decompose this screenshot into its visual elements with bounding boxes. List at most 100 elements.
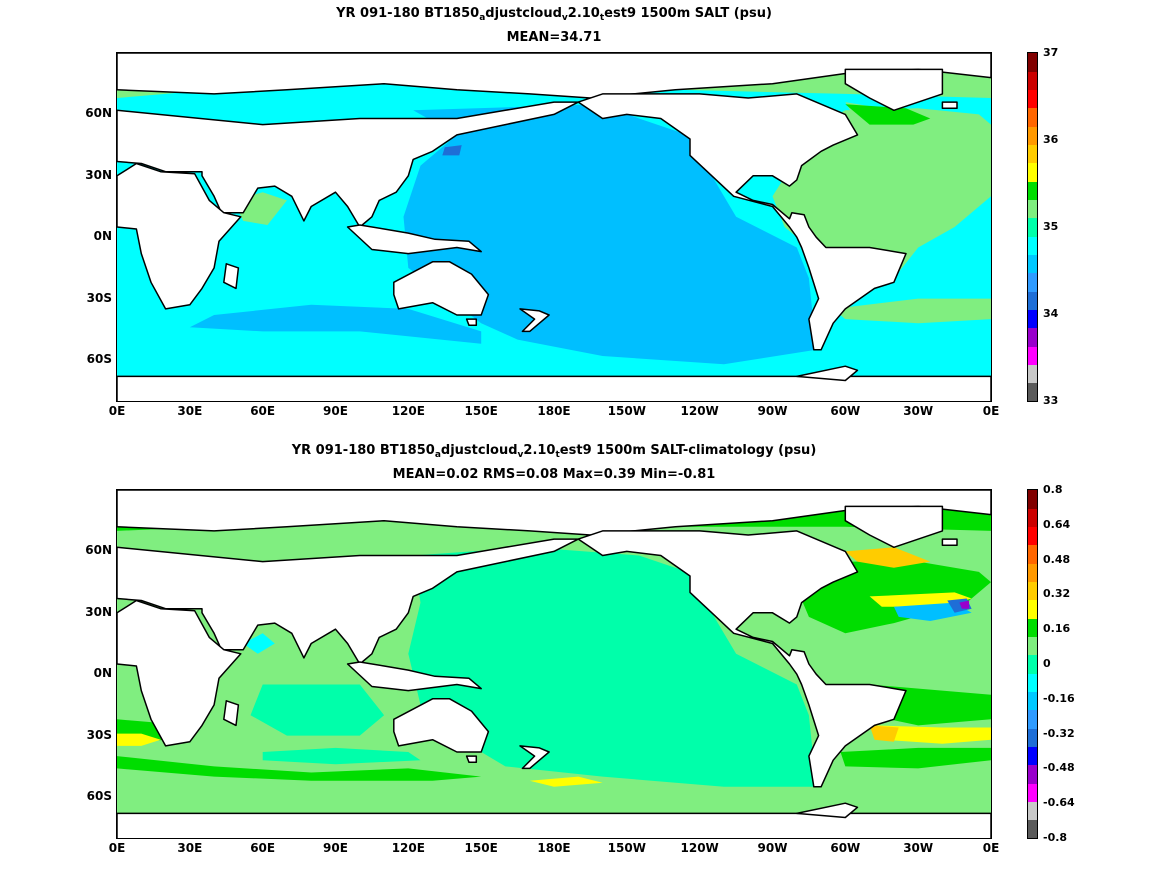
colorbar-label: -0.64 bbox=[1043, 796, 1075, 810]
bottom-title: YR 091-180 BT1850adjustcloudv2.10test9 1… bbox=[291, 443, 817, 460]
x-tick-label: 180E bbox=[537, 841, 571, 855]
x-tick-label: 120E bbox=[391, 841, 425, 855]
colorbar-segment bbox=[1028, 526, 1037, 546]
x-tick-label: 120E bbox=[391, 404, 425, 418]
y-tick-label: 30N bbox=[85, 167, 112, 182]
land-mass bbox=[346, 224, 482, 255]
bottom-map-svg bbox=[117, 490, 991, 838]
colorbar-segment bbox=[1028, 217, 1037, 237]
y-tick-label: 60N bbox=[85, 543, 112, 558]
salinity-region bbox=[874, 725, 991, 744]
colorbar-label: -0.16 bbox=[1043, 691, 1075, 705]
colorbar-label: 37 bbox=[1043, 46, 1059, 59]
land-mass bbox=[346, 661, 482, 692]
colorbar-label: 0.32 bbox=[1043, 587, 1071, 601]
x-tick-label: 0E bbox=[982, 841, 1000, 855]
colorbar-segment bbox=[1028, 126, 1037, 146]
x-tick-label: 150W bbox=[607, 841, 646, 855]
colorbar-segment bbox=[1028, 544, 1037, 564]
colorbar-segment bbox=[1028, 53, 1037, 72]
colorbar-segment bbox=[1028, 490, 1037, 509]
land-mass bbox=[577, 93, 907, 351]
land-mass bbox=[117, 599, 242, 747]
colorbar-segment bbox=[1028, 801, 1037, 821]
x-tick-label: 60W bbox=[830, 404, 861, 418]
colorbar-segment bbox=[1028, 382, 1037, 402]
top-map-panel bbox=[116, 52, 992, 402]
salinity-region bbox=[869, 592, 972, 607]
x-tick-label: 60W bbox=[830, 841, 861, 855]
top-title: YR 091-180 BT1850adjustcloudv2.10test9 1… bbox=[336, 6, 772, 23]
land-mass bbox=[941, 538, 958, 547]
top-map-svg bbox=[117, 53, 991, 401]
x-tick-label: 0E bbox=[982, 404, 1000, 418]
x-tick-label: 30E bbox=[177, 841, 203, 855]
land-mass bbox=[796, 802, 859, 819]
colorbar-segment bbox=[1028, 291, 1037, 310]
salinity-region bbox=[117, 756, 482, 781]
y-tick-label: 60S bbox=[86, 789, 112, 804]
colorbar-segment bbox=[1028, 746, 1037, 766]
colorbar-segment bbox=[1028, 89, 1037, 109]
salinity-region bbox=[403, 104, 817, 365]
colorbar-segment bbox=[1028, 346, 1037, 365]
colorbar-label: 0.16 bbox=[1043, 622, 1071, 636]
salinity-region bbox=[840, 747, 991, 769]
y-tick-label: 60S bbox=[86, 352, 112, 367]
top-colorbar bbox=[1027, 52, 1038, 402]
colorbar-segment bbox=[1028, 764, 1037, 784]
salinity-region bbox=[408, 547, 817, 787]
colorbar-segment bbox=[1028, 199, 1037, 219]
colorbar-segment bbox=[1028, 309, 1037, 329]
land-mass bbox=[844, 68, 944, 112]
salinity-region bbox=[833, 298, 991, 324]
colorbar-label: 36 bbox=[1043, 133, 1059, 146]
salinity-region bbox=[529, 776, 603, 787]
land-mass bbox=[117, 375, 991, 401]
land-mass bbox=[223, 263, 240, 290]
land-mass bbox=[393, 698, 490, 753]
bottom-colorbar bbox=[1027, 489, 1038, 839]
colorbar-segment bbox=[1028, 709, 1037, 729]
colorbar-segment bbox=[1028, 364, 1037, 384]
colorbar-segment bbox=[1028, 728, 1037, 747]
top-subtitle: MEAN=34.71 bbox=[506, 30, 602, 45]
y-tick-label: 30S bbox=[86, 727, 112, 742]
x-tick-label: 90W bbox=[757, 841, 788, 855]
y-tick-label: 60N bbox=[85, 106, 112, 121]
land-mass bbox=[465, 755, 478, 764]
colorbar-segment bbox=[1028, 508, 1037, 528]
salinity-region bbox=[262, 747, 421, 765]
colorbar-label: 0.8 bbox=[1043, 483, 1063, 496]
land-mass bbox=[519, 745, 550, 770]
colorbar-label: -0.32 bbox=[1043, 726, 1075, 740]
x-tick-label: 180E bbox=[537, 404, 571, 418]
bottom-map-panel bbox=[116, 489, 992, 839]
x-tick-label: 30E bbox=[177, 404, 203, 418]
land-mass bbox=[796, 365, 859, 382]
y-tick-label: 30S bbox=[86, 290, 112, 305]
land-mass bbox=[941, 101, 958, 110]
colorbar-label: 0.64 bbox=[1043, 517, 1071, 531]
colorbar-segment bbox=[1028, 691, 1037, 711]
x-tick-label: 0E bbox=[108, 841, 126, 855]
colorbar-segment bbox=[1028, 673, 1037, 692]
salinity-region bbox=[845, 547, 931, 568]
x-tick-label: 150E bbox=[464, 841, 498, 855]
colorbar-segment bbox=[1028, 107, 1037, 127]
x-tick-label: 0E bbox=[108, 404, 126, 418]
land-mass bbox=[393, 261, 490, 316]
x-tick-label: 30W bbox=[903, 404, 934, 418]
salinity-region bbox=[250, 684, 385, 736]
land-mass bbox=[223, 700, 240, 727]
y-tick-label: 30N bbox=[85, 604, 112, 619]
salinity-region bbox=[243, 633, 275, 654]
colorbar-segment bbox=[1028, 783, 1037, 802]
x-tick-label: 60E bbox=[250, 841, 276, 855]
colorbar-segment bbox=[1028, 181, 1037, 201]
colorbar-segment bbox=[1028, 254, 1037, 274]
colorbar-segment bbox=[1028, 654, 1037, 674]
colorbar-segment bbox=[1028, 327, 1037, 347]
x-tick-label: 150W bbox=[607, 404, 646, 418]
x-tick-label: 30W bbox=[903, 841, 934, 855]
